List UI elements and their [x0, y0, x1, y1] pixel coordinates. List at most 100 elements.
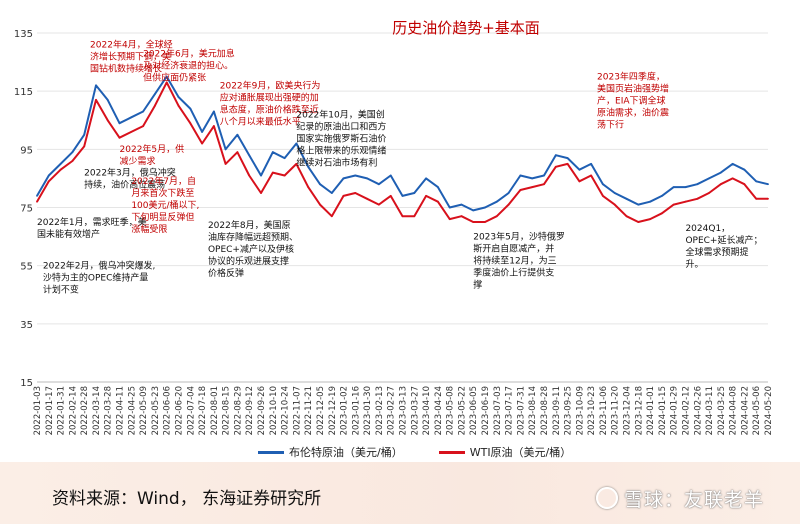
legend-label-brent: 布伦特原油（美元/桶）	[289, 446, 403, 459]
x-tick-label: 2023-04-10	[422, 386, 432, 435]
x-tick-label: 2024-01-01	[646, 386, 656, 435]
x-tick-label: 2023-11-20	[611, 386, 621, 435]
x-tick-label: 2022-02-28	[80, 386, 90, 435]
x-tick-label: 2023-02-13	[375, 386, 385, 435]
x-tick-label: 2024-01-15	[658, 386, 668, 435]
source-note: 资料来源：Wind， 东海证券研究所	[52, 489, 322, 509]
legend-label-wti: WTI原油（美元/桶）	[469, 446, 572, 459]
y-tick-label: 15	[20, 378, 33, 389]
legend-swatch-brent	[258, 450, 284, 454]
x-tick-label: 2023-02-27	[387, 386, 397, 435]
data-point	[142, 110, 145, 113]
data-point	[118, 136, 121, 139]
data-point	[83, 133, 86, 136]
annotations: 2022年1月，需求旺季，美国未能有效增产 2022年2月，俄乌冲突爆发,沙特为主…	[37, 39, 762, 296]
data-point	[696, 197, 699, 200]
data-point	[413, 192, 416, 194]
data-point	[472, 221, 475, 223]
data-point	[425, 177, 427, 180]
x-tick-label: 2023-08-14	[528, 386, 538, 435]
x-tick-label: 2023-06-19	[481, 386, 491, 435]
data-point	[472, 209, 475, 212]
data-point	[366, 177, 368, 180]
x-tick-label: 2023-01-02	[340, 386, 350, 435]
x-tick-label: 2022-06-06	[163, 386, 173, 435]
data-point	[330, 215, 333, 218]
x-tick-label: 2022-05-23	[151, 386, 161, 435]
data-point	[554, 154, 557, 157]
data-point	[177, 104, 180, 107]
data-point	[283, 174, 286, 177]
y-tick-label: 95	[20, 145, 33, 156]
data-point	[47, 174, 50, 177]
data-point	[437, 200, 439, 203]
data-point	[354, 174, 357, 177]
x-tick-label: 2022-11-07	[292, 386, 302, 435]
data-point	[47, 180, 50, 183]
y-tick-label: 35	[20, 320, 33, 331]
x-tick-label: 2022-05-09	[139, 386, 149, 435]
annotation: 2022年4月，全球经济增长预期下调，美国钻机数持续增长	[90, 39, 173, 75]
legend-item-brent: 布伦特原油（美元/桶）	[258, 444, 403, 460]
data-point	[106, 99, 109, 101]
data-point	[130, 131, 133, 133]
data-point	[460, 215, 463, 218]
data-point	[354, 192, 357, 194]
data-point	[389, 174, 392, 177]
x-tick-label: 2023-12-18	[634, 386, 644, 435]
annotation: 2022年1月，需求旺季，美国未能有效增产	[37, 216, 147, 240]
data-point	[767, 183, 769, 186]
x-tick-label: 2023-09-11	[552, 386, 562, 435]
data-point	[236, 133, 239, 136]
data-point	[401, 195, 404, 197]
data-point	[118, 122, 121, 125]
data-point	[378, 183, 380, 186]
data-point	[731, 177, 734, 180]
x-tick-label: 2022-01-31	[57, 386, 67, 435]
data-point	[142, 125, 145, 127]
data-point	[295, 163, 298, 165]
y-tick-label: 135	[14, 29, 33, 40]
annotation: 2023年四季度，美国页岩油强势增产，EIA下调全球原油需求，油价震荡下行	[597, 71, 669, 131]
data-point	[319, 203, 321, 206]
annotation: 2022年6月，美元加息及对经济衰退的担心。但供应面仍紧张	[143, 47, 235, 83]
data-point	[602, 183, 604, 186]
data-point	[260, 174, 262, 177]
data-point	[495, 215, 498, 218]
data-point	[460, 203, 463, 206]
data-point	[767, 197, 769, 200]
annotation: 2022年9月，欧美央行为应对通胀展现出强硬的加息态度，原油价格跌至近八个月以来…	[220, 79, 321, 127]
data-point	[71, 151, 74, 154]
data-point	[649, 218, 651, 221]
footer-band	[0, 462, 800, 524]
data-point	[95, 99, 97, 101]
data-point	[307, 186, 310, 189]
snowball-logo-icon	[596, 487, 618, 509]
x-tick-label: 2023-03-13	[399, 386, 409, 435]
x-tick-label: 2022-09-12	[245, 386, 255, 435]
data-point	[106, 119, 109, 122]
data-point	[590, 174, 592, 177]
x-tick-label: 2022-08-01	[210, 386, 220, 435]
data-point	[366, 197, 368, 200]
x-tick-label: 2023-03-27	[410, 386, 420, 435]
data-point	[260, 192, 262, 194]
annotation: 2022年5月，供减少需求	[120, 143, 185, 167]
data-point	[755, 197, 758, 200]
data-point	[165, 81, 168, 84]
x-tick-label: 2022-09-26	[257, 386, 267, 435]
data-point	[189, 122, 192, 125]
x-tick-label: 2024-02-26	[693, 386, 703, 435]
x-tick-label: 2024-04-08	[729, 386, 739, 435]
y-tick-label: 75	[20, 204, 33, 215]
data-point	[213, 110, 215, 113]
x-tick-label: 2023-01-30	[363, 386, 373, 435]
data-point	[201, 131, 204, 133]
x-tick-label: 2023-01-16	[351, 386, 361, 435]
watermark: 雪球：友联老羊	[596, 485, 764, 512]
data-point	[224, 163, 227, 165]
data-point	[637, 221, 640, 223]
legend-item-wti: WTI原油（美元/桶）	[438, 444, 572, 460]
data-point	[613, 203, 616, 206]
data-point	[661, 195, 663, 197]
